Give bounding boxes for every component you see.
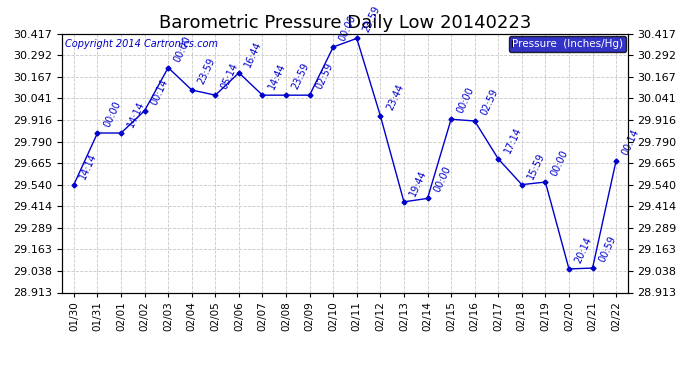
Text: 00:00: 00:00 xyxy=(172,34,193,63)
Text: 23:44: 23:44 xyxy=(384,82,405,112)
Text: 02:59: 02:59 xyxy=(314,62,335,91)
Text: 05:14: 05:14 xyxy=(219,62,240,91)
Text: 14:14: 14:14 xyxy=(125,99,146,129)
Title: Barometric Pressure Daily Low 20140223: Barometric Pressure Daily Low 20140223 xyxy=(159,14,531,32)
Text: 00:00: 00:00 xyxy=(101,99,122,129)
Text: 19:44: 19:44 xyxy=(408,168,429,198)
Text: 00:59: 00:59 xyxy=(597,234,618,264)
Text: 23:59: 23:59 xyxy=(290,62,311,91)
Text: 00:00: 00:00 xyxy=(455,86,476,115)
Text: 00:00: 00:00 xyxy=(432,165,453,194)
Text: 17:14: 17:14 xyxy=(502,125,523,154)
Text: 23:59: 23:59 xyxy=(196,56,217,86)
Text: Copyright 2014 Cartronics.com: Copyright 2014 Cartronics.com xyxy=(65,39,218,49)
Text: 00:00: 00:00 xyxy=(337,13,358,43)
Text: 00:14: 00:14 xyxy=(620,127,641,156)
Text: 16:44: 16:44 xyxy=(243,39,264,69)
Text: 20:14: 20:14 xyxy=(573,235,594,265)
Text: 15:59: 15:59 xyxy=(526,151,547,180)
Text: 00:00: 00:00 xyxy=(549,148,571,178)
Legend: Pressure  (Inches/Hg): Pressure (Inches/Hg) xyxy=(509,36,626,52)
Text: 14:44: 14:44 xyxy=(266,62,288,91)
Text: 14:14: 14:14 xyxy=(78,151,99,180)
Text: 02:59: 02:59 xyxy=(479,87,500,117)
Text: 23:59: 23:59 xyxy=(361,4,382,34)
Text: 00:14: 00:14 xyxy=(149,77,170,106)
